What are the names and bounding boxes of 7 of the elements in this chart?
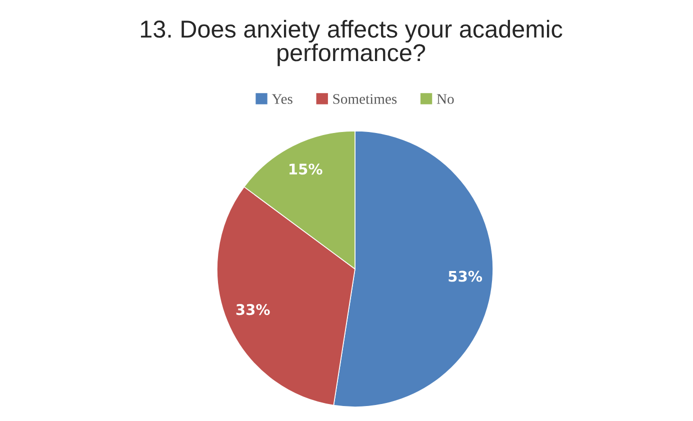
chart-title: 13. Does anxiety affects your academic performance?: [140, 20, 562, 66]
legend-label: Sometimes: [333, 94, 397, 104]
data-label: 15%: [290, 164, 322, 175]
legend-label: Yes: [272, 94, 292, 104]
legend-label: No: [436, 94, 454, 104]
data-label: 33%: [236, 304, 270, 316]
data-label: 53%: [448, 270, 482, 282]
